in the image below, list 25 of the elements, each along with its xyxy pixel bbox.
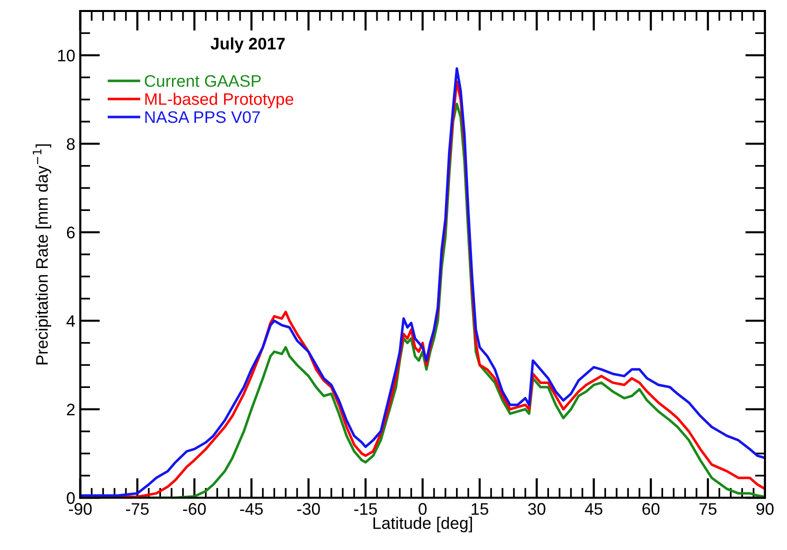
x-tick-label: -75 bbox=[126, 503, 149, 515]
x-axis-title: Latitude [deg] bbox=[373, 516, 472, 532]
x-tick-label: 15 bbox=[472, 503, 488, 515]
x-tick-label: 75 bbox=[699, 503, 716, 515]
x-tick-label: 45 bbox=[584, 503, 602, 515]
y-axis-title: Precipitation Rate [mm day$^{−1}$] bbox=[32, 144, 52, 364]
y-tick-label: 8 bbox=[66, 138, 75, 150]
y-tick-label: 0 bbox=[66, 492, 75, 504]
legend-label: NASA PPS V07 bbox=[145, 111, 260, 123]
y-tick-label: 4 bbox=[66, 315, 75, 327]
x-tick-label: 0 bbox=[418, 503, 427, 515]
x-tick-label: 90 bbox=[756, 503, 774, 515]
x-tick-label: -45 bbox=[240, 503, 263, 515]
x-tick-label: -60 bbox=[183, 503, 206, 515]
y-tick-label: 2 bbox=[66, 404, 75, 416]
x-tick-label: -90 bbox=[68, 503, 92, 515]
legend-label: ML-based Prototype bbox=[145, 92, 294, 108]
legend-label: Current GAASP bbox=[144, 75, 261, 87]
x-tick-label: 30 bbox=[528, 503, 546, 515]
y-tick-label: 6 bbox=[66, 226, 75, 238]
x-tick-label: -30 bbox=[297, 503, 320, 515]
x-tick-label: -15 bbox=[354, 503, 377, 515]
y-tick-label: 10 bbox=[58, 50, 75, 62]
text: July 2017 bbox=[210, 37, 285, 53]
x-tick-label: 60 bbox=[642, 503, 660, 515]
